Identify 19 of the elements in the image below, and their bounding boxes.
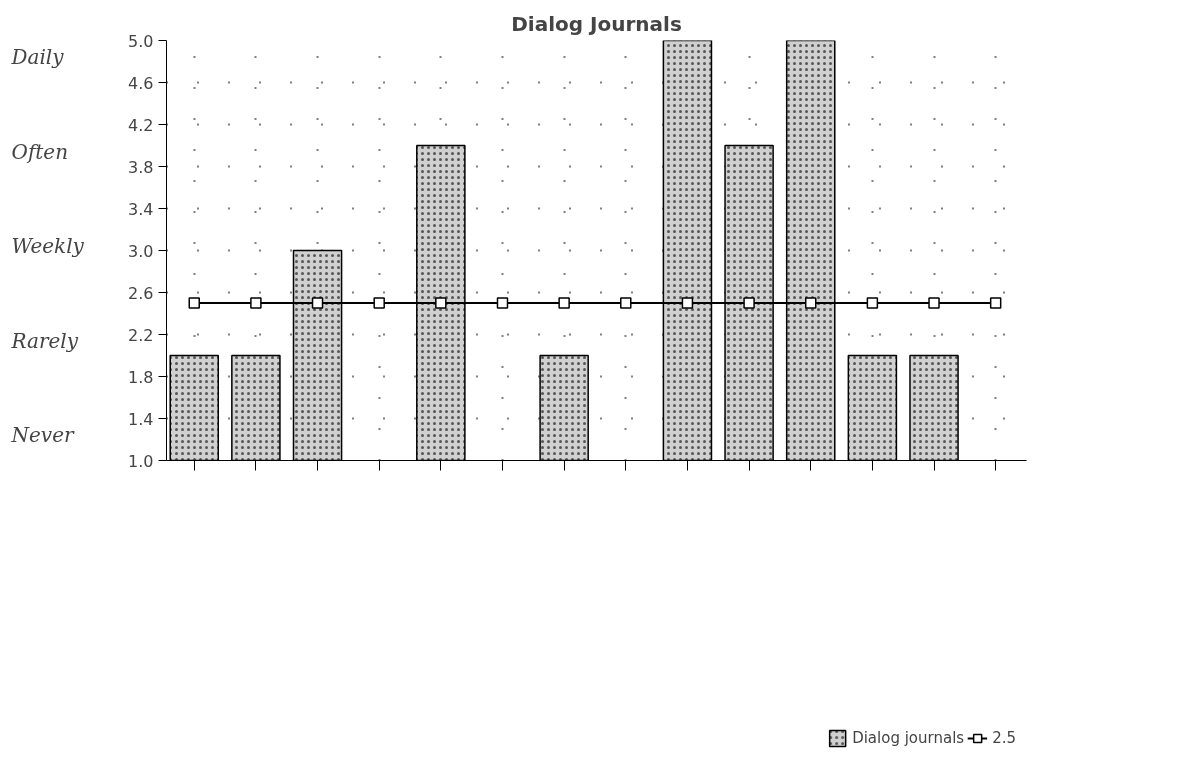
text: Never — [10, 423, 75, 448]
y-tick-label: 1.4 — [128, 409, 154, 429]
legend-label: 2.5 — [992, 729, 1016, 747]
text: Weekly — [11, 234, 85, 259]
y-tick-label: 3.0 — [128, 241, 154, 261]
y-tick-label: 1.8 — [128, 367, 154, 387]
chart-title: Dialog Journals — [511, 11, 682, 36]
y-tick-label: 5.0 — [128, 31, 154, 51]
text: Daily — [10, 45, 65, 70]
y-tick-label: 4.6 — [128, 73, 154, 93]
text: Often — [11, 139, 69, 164]
y-tick-label: 3.4 — [128, 199, 154, 219]
y-tick-label: 3.8 — [128, 157, 154, 177]
legend-label: Dialog journals — [852, 729, 965, 747]
text: Rarely — [10, 328, 79, 353]
y-tick-label: 2.6 — [128, 283, 154, 303]
y-tick-label: 2.2 — [128, 325, 154, 345]
y-tick-label: 4.2 — [128, 115, 154, 135]
y-tick-label: 1.0 — [128, 451, 154, 471]
